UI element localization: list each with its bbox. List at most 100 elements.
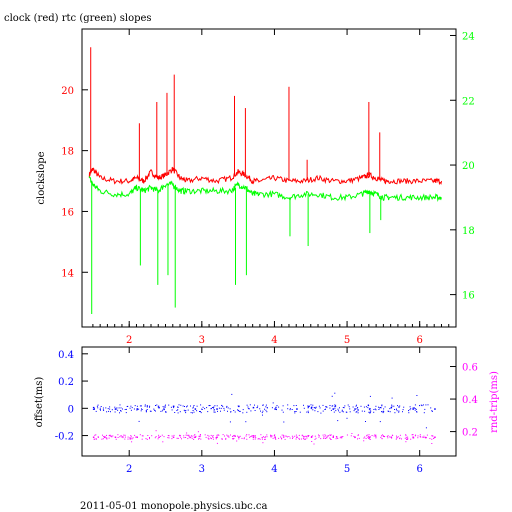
offset-point (342, 407, 344, 408)
offset-point (110, 411, 111, 413)
rnd-trip-point (122, 436, 124, 438)
rnd-trip-point (102, 438, 104, 440)
top-ylabel: clockslope (36, 151, 47, 204)
offset-point (249, 404, 251, 406)
rnd-trip-point (306, 435, 308, 437)
rnd-trip-point (326, 437, 328, 439)
y-tick-label: 16 (61, 207, 74, 218)
offset-point (282, 411, 284, 413)
rnd-trip-point (283, 434, 284, 436)
offset-point (414, 408, 416, 409)
rnd-trip-point (117, 434, 119, 436)
y2-tick-label: 22 (462, 96, 475, 107)
offset-point (176, 410, 178, 411)
rnd-trip-point (326, 436, 328, 438)
rnd-trip-point (295, 438, 297, 440)
rnd-trip-point (429, 438, 431, 439)
offset-point (330, 409, 332, 411)
y2-tick-label: 0.2 (462, 428, 478, 439)
offset-point (425, 427, 427, 429)
rnd-trip-point (323, 436, 325, 438)
offset-point (357, 409, 359, 411)
offset-point (409, 409, 411, 411)
offset-point (414, 404, 416, 406)
offset-point (254, 410, 256, 411)
offset-point (208, 405, 210, 407)
rnd-trip-point (122, 437, 124, 439)
rnd-trip-point (162, 441, 164, 443)
rnd-trip-point (255, 437, 257, 439)
offset-point (365, 421, 366, 422)
offset-point (156, 404, 158, 406)
rnd-trip-point (207, 434, 209, 436)
bottom-plot: 2 3 4 5 6 -0.2 0 0.2 0.4 0.2 0.4 0.6 (55, 347, 478, 475)
offset-point (216, 405, 218, 407)
rnd-trip-point (254, 436, 256, 438)
offset-point (373, 411, 375, 413)
offset-point (264, 408, 265, 410)
rnd-trip-point (171, 438, 173, 440)
rnd-trip-point (102, 434, 103, 436)
rnd-trip-point (325, 435, 327, 437)
rnd-trip-point (405, 435, 407, 437)
rnd-trip-point (387, 437, 389, 439)
offset-point (133, 408, 135, 410)
offset-point (222, 406, 224, 408)
x-tick-label: 2 (126, 464, 132, 475)
rnd-trip-point (123, 434, 125, 436)
offset-point (100, 406, 102, 407)
offset-point (291, 409, 293, 410)
offset-point (92, 406, 95, 409)
rnd-trip-point (396, 437, 398, 438)
rnd-trip-point (185, 434, 187, 436)
rnd-trip-point (341, 436, 343, 438)
offset-point (145, 410, 147, 411)
offset-point (233, 410, 235, 411)
y2-tick-label: 24 (462, 31, 475, 42)
offset-point (138, 420, 140, 422)
offset-point (174, 412, 176, 413)
rnd-trip-point (354, 436, 356, 438)
rnd-trip-point (382, 436, 384, 437)
offset-point (410, 408, 412, 410)
rnd-trip-point (254, 438, 256, 440)
offset-point (307, 410, 309, 412)
rnd-trip-point (191, 435, 193, 437)
rnd-trip-point (351, 433, 353, 434)
offset-point (337, 408, 339, 410)
offset-point (391, 404, 393, 406)
offset-point (114, 411, 116, 413)
rnd-trip-point (147, 435, 149, 436)
rnd-trip-point (283, 436, 285, 438)
rnd-trip-point (186, 432, 188, 434)
rnd-trip-point (312, 435, 314, 437)
rnd-trip-point (264, 438, 266, 440)
rnd-trip-point (308, 435, 309, 437)
offset-point (199, 411, 201, 412)
offset-point (184, 406, 185, 407)
offset-point (331, 405, 333, 407)
offset-point (212, 407, 214, 408)
rnd-trip-point (407, 437, 409, 439)
y-tick-label: -0.2 (55, 432, 74, 443)
offset-point (307, 412, 309, 414)
rnd-trip-point (237, 435, 239, 437)
offset-point (434, 408, 436, 410)
offset-point (213, 409, 215, 411)
rnd-trip-point (275, 438, 277, 440)
rnd-trip-point (110, 435, 112, 437)
rnd-trip-point (198, 435, 200, 437)
offset-point (192, 407, 194, 409)
offset-point (278, 406, 280, 408)
offset-point (309, 405, 310, 407)
rnd-trip-point (389, 436, 391, 438)
rnd-trip-point (168, 437, 170, 439)
rnd-trip-point (419, 434, 421, 436)
rnd-trip-point (246, 438, 248, 440)
rnd-trip-point (272, 437, 274, 439)
rnd-trip-point (341, 437, 343, 439)
offset-point (394, 409, 395, 410)
offset-point (312, 409, 314, 411)
rnd-trip-point (95, 438, 97, 440)
offset-point (382, 410, 384, 412)
